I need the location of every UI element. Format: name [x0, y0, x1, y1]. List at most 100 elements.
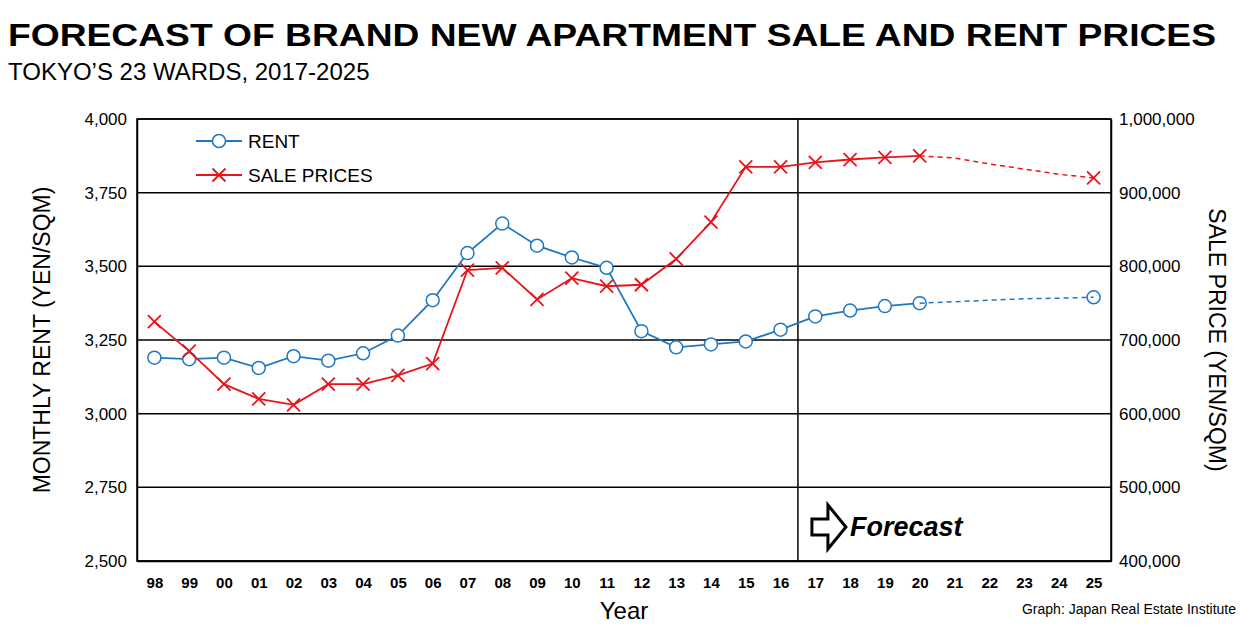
marker	[426, 357, 439, 370]
tick-label: 12	[634, 574, 651, 591]
tick-label: 01	[251, 574, 268, 591]
axis-line	[1111, 120, 1113, 562]
tick-label: 13	[668, 574, 685, 591]
marker	[1087, 291, 1100, 304]
marker	[878, 151, 891, 164]
tick: 03	[320, 561, 337, 591]
grid-line	[137, 413, 1111, 415]
tick: 19	[877, 561, 894, 591]
tick-label: 02	[286, 574, 303, 591]
tick: 3,750	[84, 184, 137, 203]
tick-label: 3,250	[84, 331, 127, 350]
tick-label: 22	[981, 574, 998, 591]
tick: 10	[564, 561, 581, 591]
marker	[1087, 171, 1100, 184]
tick-label: 900,000	[1119, 184, 1180, 203]
marker	[287, 350, 300, 363]
tick: 05	[390, 561, 407, 591]
marker	[531, 293, 544, 306]
marker	[670, 341, 683, 354]
legend: RENTSALE PRICES	[196, 131, 373, 186]
tick-label: 14	[703, 574, 720, 591]
tick: 2,500	[84, 552, 137, 571]
tick: 23	[1016, 561, 1033, 591]
tick: 25	[1086, 561, 1103, 591]
tick-label: 1,000,000	[1119, 110, 1195, 129]
tick-label: 04	[355, 574, 372, 591]
series-line	[920, 297, 1094, 303]
subtitle: TOKYO’S 23 WARDS, 2017-2025	[8, 58, 370, 85]
marker	[252, 361, 265, 374]
series-line	[920, 156, 1094, 178]
tick-label: 00	[216, 574, 233, 591]
chart: FORECAST OF BRAND NEW APARTMENT SALE AND…	[0, 0, 1259, 634]
marker	[774, 160, 787, 173]
marker	[635, 278, 648, 291]
grid-line	[137, 487, 1111, 489]
y-axis-title: MONTHLY RENT (YEN/SQM)	[29, 187, 55, 494]
tick-label: 21	[947, 574, 964, 591]
tick-label: 18	[842, 574, 859, 591]
marker	[426, 294, 439, 307]
legend-marker	[213, 169, 226, 182]
tick: 20	[912, 561, 929, 591]
tick-label: 03	[320, 574, 337, 591]
marker	[496, 261, 509, 274]
marker	[670, 252, 683, 265]
tick: 07	[460, 561, 477, 591]
tick: 24	[1051, 561, 1068, 591]
tick: 08	[494, 561, 511, 591]
marker	[809, 310, 822, 323]
tick-label: 15	[738, 574, 755, 591]
legend-label: SALE PRICES	[248, 165, 373, 186]
tick: 04	[355, 561, 372, 591]
tick-label: 600,000	[1119, 405, 1180, 424]
y2-axis-title: SALE PRICE (YEN/SQM)	[1204, 208, 1230, 471]
marker	[496, 217, 509, 230]
tick-label: 800,000	[1119, 257, 1180, 276]
grid	[137, 119, 1111, 561]
y-axis: 2,5002,7503,0003,2503,5003,7504,000	[84, 110, 137, 571]
tick-label: 400,000	[1119, 552, 1180, 571]
tick-label: 10	[564, 574, 581, 591]
marker	[704, 338, 717, 351]
tick-label: 2,750	[84, 478, 127, 497]
tick: 00	[216, 561, 233, 591]
tick-label: 24	[1051, 574, 1068, 591]
marker	[391, 369, 404, 382]
tick-label: 20	[912, 574, 929, 591]
tick: 02	[286, 561, 303, 591]
marker	[461, 264, 474, 277]
tick: 15	[738, 561, 755, 591]
tick: 18	[842, 561, 859, 591]
tick-label: 17	[807, 574, 824, 591]
tick-label: 08	[494, 574, 511, 591]
title: FORECAST OF BRAND NEW APARTMENT SALE AND…	[8, 18, 1216, 53]
marker	[287, 398, 300, 411]
marker	[217, 378, 230, 391]
marker	[252, 392, 265, 405]
tick: 16	[773, 561, 790, 591]
tick-label: 3,500	[84, 257, 127, 276]
tick-label: 25	[1086, 574, 1103, 591]
marker	[739, 160, 752, 173]
tick: 09	[529, 561, 546, 591]
tick-label: 07	[460, 574, 477, 591]
marker	[391, 329, 404, 342]
tick: 21	[947, 561, 964, 591]
tick: 4,000	[84, 110, 137, 129]
tick-label: 11	[599, 574, 615, 591]
tick: 1,000,000	[1111, 110, 1195, 129]
marker	[774, 323, 787, 336]
forecast-arrow	[812, 505, 846, 549]
tick: 3,250	[84, 331, 137, 350]
tick: 700,000	[1111, 331, 1180, 350]
legend-marker	[213, 135, 226, 148]
tick: 14	[703, 561, 720, 591]
marker	[844, 153, 857, 166]
series-line	[154, 156, 1093, 405]
marker	[148, 351, 161, 364]
marker	[565, 272, 578, 285]
tick-label: 06	[425, 574, 442, 591]
marker	[739, 335, 752, 348]
